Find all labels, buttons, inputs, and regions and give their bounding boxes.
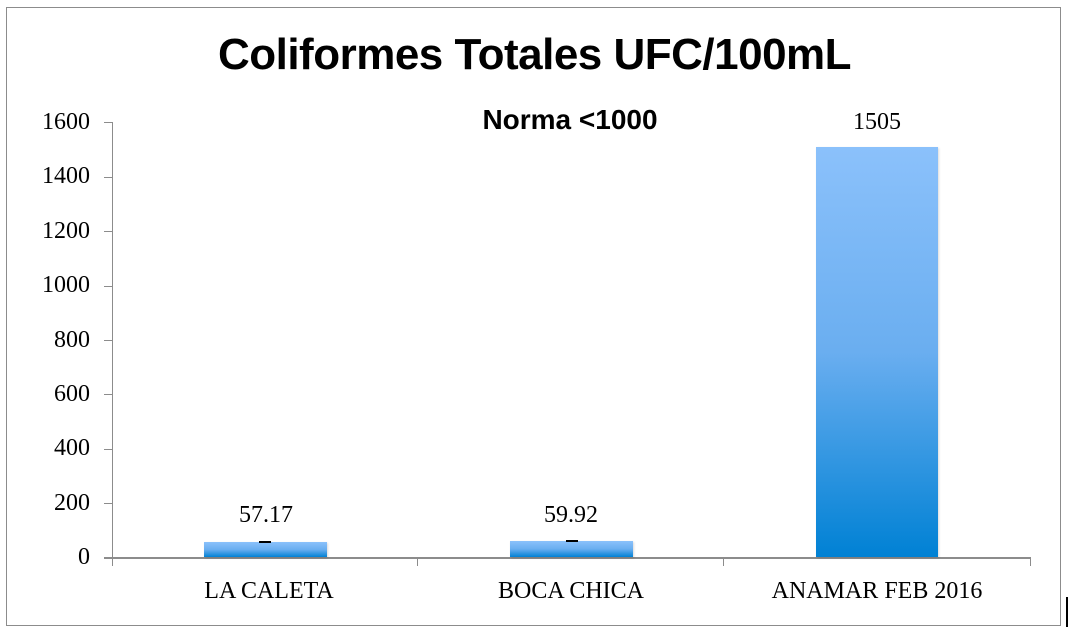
value-label: 59.92	[544, 502, 598, 528]
y-tick-mark	[104, 177, 112, 178]
y-tick-mark	[104, 286, 112, 287]
x-tick-mark	[723, 558, 724, 566]
bar-anamar-feb-2016	[816, 147, 938, 557]
x-tick-mark	[112, 558, 113, 566]
y-tick-mark	[104, 503, 112, 504]
y-tick-mark	[104, 340, 112, 341]
y-tick-label: 200	[54, 490, 90, 516]
y-tick-mark	[104, 449, 112, 450]
x-category-label: ANAMAR FEB 2016	[771, 578, 983, 604]
x-tick-mark	[1030, 558, 1031, 566]
y-tick-label: 1000	[42, 272, 90, 298]
y-tick-label: 0	[78, 544, 90, 570]
y-tick-label: 1400	[42, 163, 90, 189]
y-tick-mark	[104, 122, 112, 123]
chart-title: Coliformes Totales UFC/100mL	[217, 30, 852, 79]
value-label: 1505	[853, 109, 901, 135]
text-cursor	[1066, 597, 1068, 627]
x-category-label: LA CALETA	[204, 578, 334, 604]
y-tick-mark	[104, 394, 112, 395]
y-tick-label: 1200	[42, 218, 90, 244]
y-tick-label: 400	[54, 435, 90, 461]
error-bar	[566, 540, 578, 542]
x-tick-mark	[417, 558, 418, 566]
y-axis	[112, 122, 113, 558]
bar-boca-chica	[510, 541, 633, 557]
y-tick-label: 600	[54, 381, 90, 407]
y-tick-mark	[104, 231, 112, 232]
y-tick-label: 800	[54, 327, 90, 353]
y-tick-label: 1600	[42, 109, 90, 135]
value-label: 57.17	[239, 502, 293, 528]
x-axis	[104, 557, 1031, 559]
bar-la-caleta	[204, 542, 327, 557]
error-bar	[259, 541, 271, 543]
norma-annotation: Norma <1000	[482, 104, 658, 135]
x-category-label: BOCA CHICA	[497, 578, 645, 604]
